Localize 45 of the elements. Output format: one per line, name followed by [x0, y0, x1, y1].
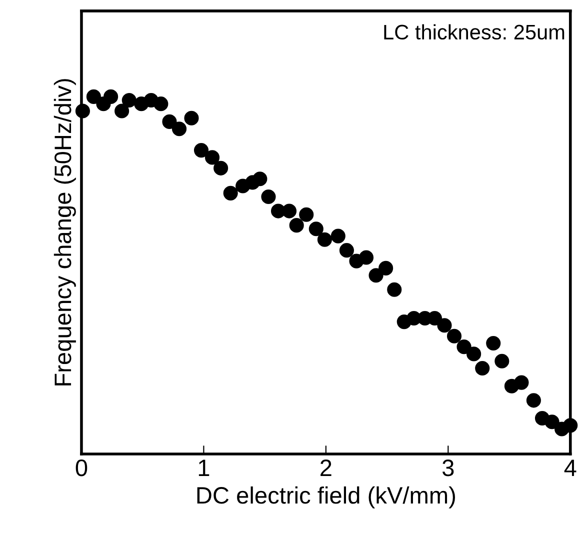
point	[387, 282, 402, 297]
point	[446, 328, 462, 344]
point	[368, 268, 384, 283]
point	[162, 114, 177, 129]
x-tick-label: 2	[320, 459, 332, 476]
point	[104, 89, 118, 104]
point	[223, 186, 238, 200]
point	[437, 318, 452, 333]
point	[456, 340, 472, 354]
point	[563, 418, 578, 433]
x-tick-label: 3	[442, 459, 454, 476]
point	[514, 375, 529, 390]
point	[486, 336, 501, 351]
point	[282, 204, 297, 218]
point	[299, 207, 314, 222]
point	[194, 143, 209, 158]
point	[475, 360, 490, 376]
point	[526, 393, 541, 408]
point	[358, 250, 374, 265]
point	[75, 104, 90, 118]
point	[154, 96, 168, 112]
point	[330, 228, 346, 244]
point	[289, 218, 304, 233]
point	[122, 92, 136, 108]
point	[466, 346, 482, 362]
point	[184, 110, 199, 126]
point	[261, 189, 276, 204]
y-axis-title: Frequency change (50Hz/div)	[54, 79, 76, 386]
point	[252, 172, 268, 186]
point	[544, 414, 560, 430]
point	[114, 104, 130, 118]
point	[172, 122, 187, 136]
x-tick-label: 1	[198, 460, 210, 476]
point	[308, 222, 324, 236]
point	[86, 89, 101, 104]
point	[378, 260, 394, 276]
x-tick-label: 4	[564, 460, 576, 476]
x-tick-label: 0	[76, 459, 88, 476]
point	[214, 160, 228, 176]
point	[494, 354, 510, 368]
point	[339, 243, 354, 258]
text: LC thickness: 25um	[384, 24, 564, 40]
point	[204, 150, 220, 165]
point	[317, 232, 332, 247]
x-axis-title: DC electric field (kV/mm)	[197, 486, 455, 508]
